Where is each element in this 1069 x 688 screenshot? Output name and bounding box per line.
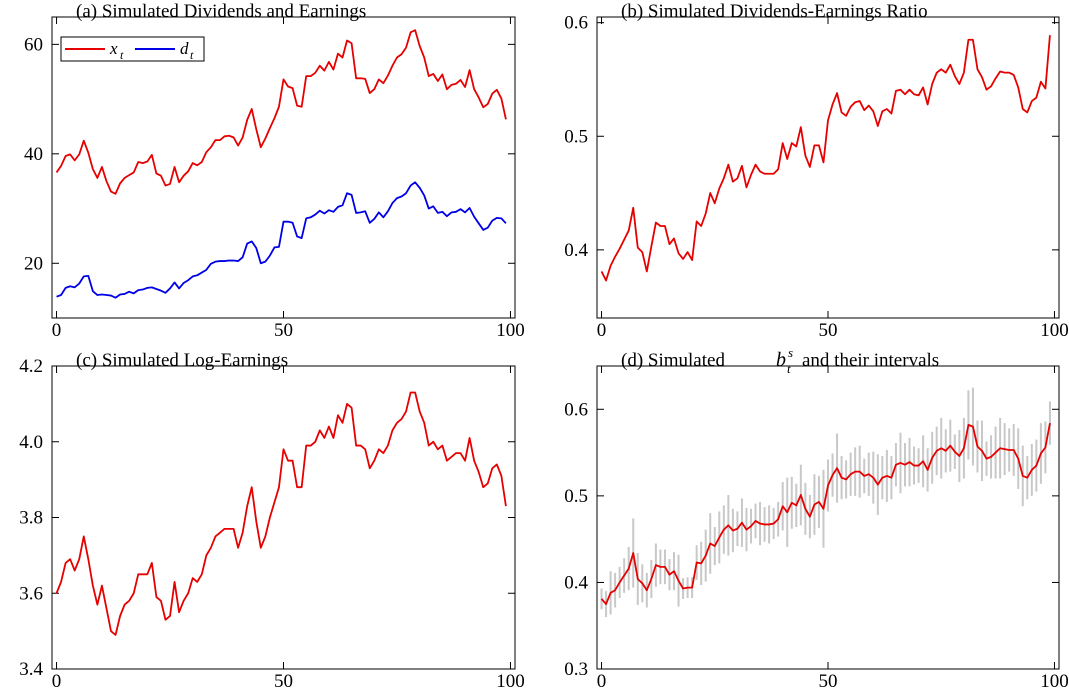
plot-frame: [51, 365, 516, 670]
y-tick-label: 0.3: [564, 659, 588, 680]
chart-panel-3: 0 50 100 0.3 0.4 0.5 0.6 (d) Simulated b st and th…: [564, 345, 1068, 688]
series-line-series-0: [600, 35, 1051, 282]
chart-title-suffix: and their intervals: [802, 350, 939, 371]
x-tick-label: 100: [1040, 320, 1069, 341]
y-tick-label: 0.4: [564, 240, 588, 261]
chart-title: (a) Simulated Dividends and Earnings: [76, 1, 366, 22]
y-tick-label: 40: [24, 144, 43, 165]
series-line-x-t: [55, 29, 507, 195]
y-tick-label: 3.6: [19, 583, 43, 604]
title-symbol: b: [776, 349, 786, 371]
y-tick-label: 0.6: [564, 399, 588, 420]
x-tick-label: 0: [52, 320, 62, 341]
y-tick-label: 0.6: [564, 13, 588, 34]
legend-label-sub: t: [120, 48, 124, 62]
x-tick-label: 50: [274, 320, 293, 341]
y-tick-label: 0.5: [564, 126, 588, 147]
series-line-series-0: [600, 422, 1051, 605]
x-tick-label: 50: [819, 320, 838, 341]
series-line-d-t: [56, 181, 507, 299]
chart-title: (b) Simulated Dividends-Earnings Ratio: [621, 1, 928, 22]
chart-panel-1: 0 50 100 0.4 0.5 0.6 (b) Simulated Dividends-E…: [564, 1, 1068, 341]
y-tick-label: 0.5: [564, 486, 588, 507]
y-tick-label: 20: [24, 253, 43, 274]
plot-frame: [596, 16, 1060, 319]
title-symbol-sup: s: [788, 345, 793, 360]
y-tick-label: 60: [24, 34, 43, 55]
legend-label: x: [109, 39, 118, 58]
y-tick-label: 4.2: [19, 356, 43, 377]
y-tick-label: 3.4: [19, 659, 43, 680]
plot-frame: [596, 365, 1060, 670]
x-tick-label: 0: [597, 671, 607, 688]
y-tick-label: 3.8: [19, 508, 43, 529]
x-tick-label: 100: [1040, 671, 1069, 688]
legend-label-sub: t: [190, 48, 194, 62]
x-tick-label: 0: [52, 671, 62, 688]
chart-title: (c) Simulated Log-Earnings: [76, 350, 288, 371]
y-tick-label: 0.4: [564, 572, 588, 593]
plot-frame: [51, 16, 516, 319]
x-tick-label: 50: [274, 671, 293, 688]
x-tick-label: 100: [496, 320, 525, 341]
x-tick-label: 50: [819, 671, 838, 688]
chart-panel-2: 0 50 100 3.4 3.6 3.8 4.0 4.2 (c) Simulated Log-E…: [19, 350, 524, 688]
y-tick-label: 4.0: [19, 432, 43, 453]
title-symbol-sub: t: [787, 361, 791, 376]
x-tick-label: 0: [597, 320, 607, 341]
chart-title: (d) Simulated: [621, 350, 725, 371]
x-tick-label: 100: [496, 671, 525, 688]
legend-label: d: [180, 39, 189, 58]
series-line-series-0: [55, 391, 507, 636]
chart-panel-0: 0 50 100 20 40 60 (a) Simulated Dividends and …: [24, 1, 525, 341]
